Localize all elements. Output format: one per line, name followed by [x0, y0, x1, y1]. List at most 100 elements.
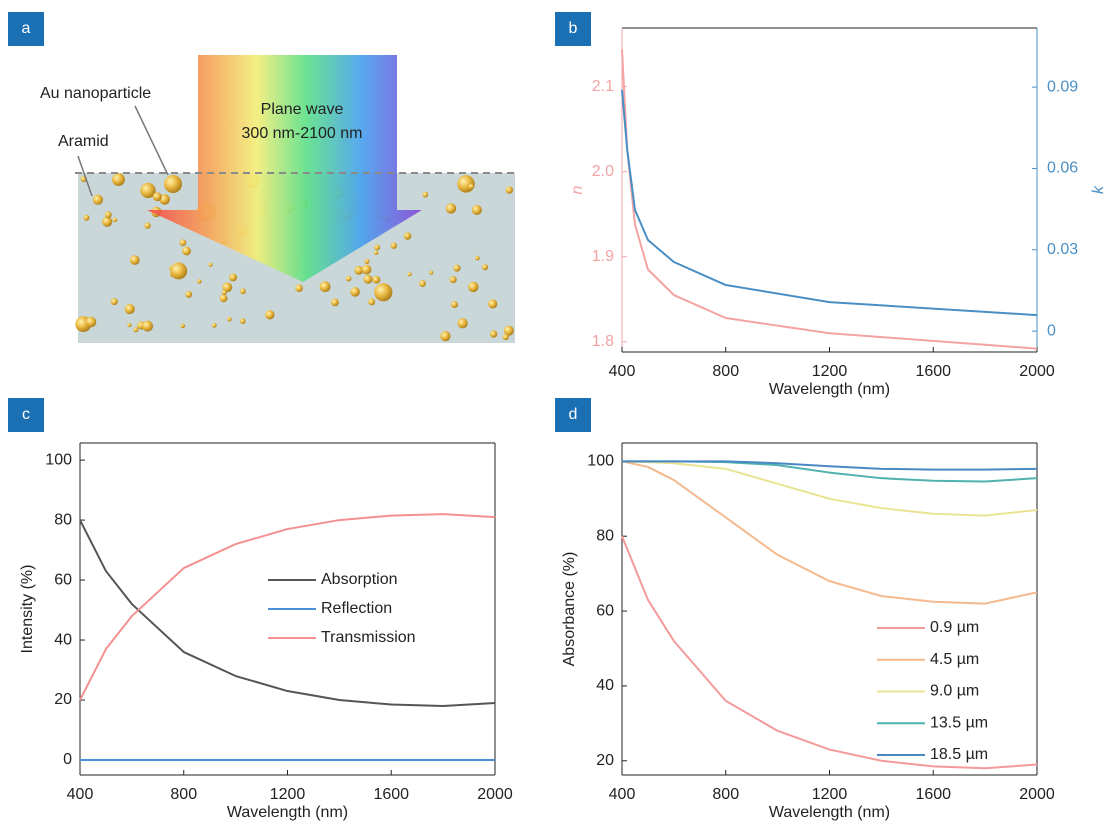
- x-axis-label: Wavelength (nm): [227, 804, 348, 821]
- nanoparticle: [422, 191, 429, 198]
- nanoparticle: [449, 276, 457, 284]
- nanoparticle: [180, 323, 186, 329]
- y2-axis-label: k: [1090, 185, 1107, 194]
- nanoparticle: [295, 284, 303, 293]
- x-tick-label: 2000: [1019, 786, 1055, 803]
- nanoparticle: [468, 281, 479, 293]
- nanoparticle: [240, 288, 246, 295]
- nanoparticle: [208, 262, 213, 267]
- x-tick-label: 400: [609, 363, 636, 380]
- legend-label: 18.5 µm: [930, 746, 988, 763]
- nanoparticle: [361, 264, 372, 275]
- nanoparticle: [179, 239, 187, 247]
- x-tick-label: 1200: [812, 786, 848, 803]
- x-tick-label: 800: [712, 363, 739, 380]
- data-line: [621, 535, 1038, 770]
- nanoparticle: [227, 316, 232, 322]
- y-tick-label: 40: [596, 677, 614, 694]
- nanoparticle: [124, 303, 135, 315]
- panel-label-box: [555, 12, 591, 46]
- nanoparticle: [83, 214, 90, 221]
- arrow-text: Plane wave: [261, 101, 344, 118]
- nanoparticle: [102, 216, 113, 227]
- nanoparticle: [374, 283, 393, 302]
- nanoparticle: [110, 298, 118, 306]
- y-axis-label: Intensity (%): [19, 565, 36, 654]
- y-tick-label: 20: [54, 691, 72, 708]
- data-line: [621, 49, 1038, 350]
- nanoparticle: [429, 270, 434, 275]
- nanoparticle: [481, 264, 489, 271]
- nanoparticle: [471, 204, 482, 215]
- nanoparticle: [127, 322, 132, 328]
- matrix-label: Aramid: [58, 133, 109, 150]
- data-line: [79, 519, 496, 708]
- nanoparticle: [211, 322, 217, 328]
- data-line: [622, 460, 1038, 471]
- nanoparticle: [185, 290, 193, 298]
- x-axis-label: Wavelength (nm): [769, 381, 890, 398]
- legend-label: 9.0 µm: [930, 683, 979, 700]
- x-tick-label: 2000: [477, 786, 513, 803]
- nanoparticle: [112, 217, 118, 223]
- nanoparticle: [440, 331, 451, 342]
- x-tick-label: 2000: [1019, 363, 1055, 380]
- nanoparticle: [373, 250, 379, 256]
- y2-tick-label: 0.09: [1047, 78, 1078, 95]
- nanoparticle: [133, 327, 139, 333]
- x-tick-label: 1600: [915, 786, 951, 803]
- x-tick-label: 1600: [373, 786, 409, 803]
- data-line: [621, 89, 1038, 317]
- nanoparticle: [475, 255, 480, 261]
- nanoparticle: [403, 232, 412, 240]
- nanoparticle: [419, 280, 426, 287]
- nanoparticle: [140, 182, 156, 199]
- nanoparticle: [374, 244, 381, 251]
- data-line: [79, 513, 496, 701]
- y-tick-label: 60: [596, 602, 614, 619]
- nanoparticle: [453, 264, 461, 272]
- panel-label-box: [8, 398, 44, 432]
- nanoparticle: [164, 175, 182, 193]
- y-tick-label: 60: [54, 571, 72, 588]
- arrow-text: 300 nm-2100 nm: [242, 125, 363, 142]
- nanoparticle: [390, 242, 398, 249]
- nanoparticle: [503, 325, 514, 336]
- nanoparticle: [489, 330, 498, 338]
- y-tick-label: 100: [587, 453, 614, 470]
- data-line: [621, 460, 1038, 517]
- nanoparticle: [364, 258, 370, 265]
- nanoparticle: [196, 279, 202, 284]
- panel-label-box: [555, 398, 591, 432]
- nanoparticle: [85, 316, 97, 328]
- nanoparticle: [182, 246, 191, 256]
- panel-label: a: [22, 20, 31, 37]
- nanoparticle: [265, 310, 275, 320]
- nanoparticle: [407, 272, 412, 277]
- nanoparticle: [219, 294, 228, 303]
- nanoparticle: [239, 318, 246, 324]
- y-axis-label: n: [569, 185, 586, 194]
- nanoparticle: [229, 273, 238, 282]
- nanoparticle: [502, 333, 509, 341]
- x-tick-label: 1200: [270, 786, 306, 803]
- legend-label: 4.5 µm: [930, 651, 979, 668]
- panel-label: d: [569, 406, 578, 423]
- nanoparticle: [221, 289, 227, 295]
- nanoparticle: [372, 275, 381, 284]
- x-tick-label: 1200: [812, 363, 848, 380]
- x-tick-label: 1600: [915, 363, 951, 380]
- nanoparticle: [319, 281, 331, 293]
- nanoparticle: [350, 287, 360, 297]
- nanoparticle: [144, 222, 151, 229]
- nanoparticle: [129, 255, 140, 265]
- y-tick-label: 80: [54, 511, 72, 528]
- nanoparticle: [104, 211, 112, 219]
- panel-label-box: [8, 12, 44, 46]
- nanoparticle: [457, 318, 468, 329]
- y-tick-label: 2.0: [592, 163, 614, 180]
- pointer: [134, 105, 169, 176]
- panel-label: b: [569, 20, 578, 37]
- pointer: [77, 155, 93, 197]
- panel-a: a Plane wave 300 nm-2100 nm Au nanoparti…: [8, 12, 515, 343]
